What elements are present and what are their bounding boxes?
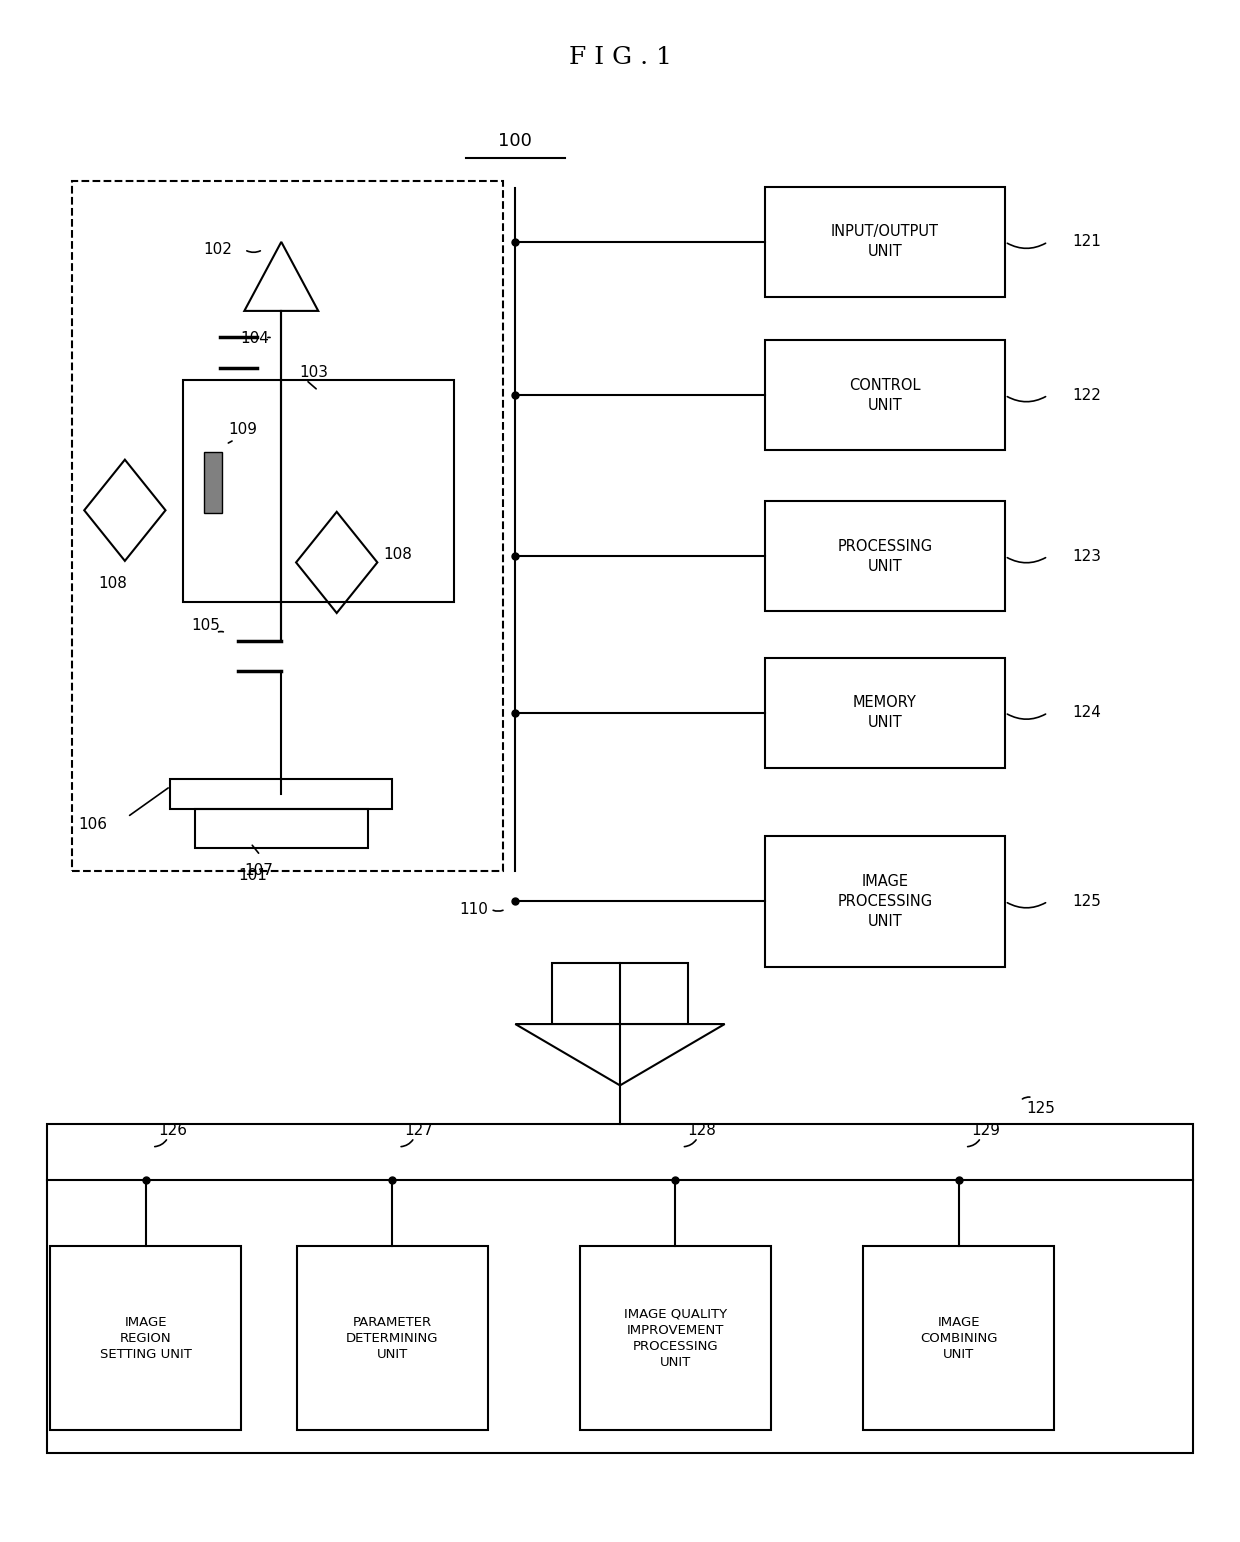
Text: PARAMETER
DETERMINING
UNIT: PARAMETER DETERMINING UNIT <box>346 1315 439 1362</box>
Text: 100: 100 <box>498 133 532 150</box>
Bar <box>72 180 503 871</box>
Bar <box>296 1246 487 1431</box>
Text: 107: 107 <box>244 864 273 877</box>
Text: PROCESSING
UNIT: PROCESSING UNIT <box>837 538 932 574</box>
Text: 125: 125 <box>1073 894 1101 908</box>
Text: 123: 123 <box>1073 549 1101 564</box>
Bar <box>182 379 454 603</box>
Text: INPUT/OUTPUT
UNIT: INPUT/OUTPUT UNIT <box>831 225 939 259</box>
Text: 125: 125 <box>1027 1101 1055 1116</box>
Text: 129: 129 <box>971 1123 999 1138</box>
Text: MEMORY
UNIT: MEMORY UNIT <box>853 695 916 729</box>
Text: IMAGE QUALITY
IMPROVEMENT
PROCESSING
UNIT: IMAGE QUALITY IMPROVEMENT PROCESSING UNI… <box>624 1308 727 1369</box>
Bar <box>47 1124 1193 1454</box>
Text: 103: 103 <box>300 365 329 379</box>
Text: 126: 126 <box>159 1123 187 1138</box>
Bar <box>765 836 1004 967</box>
Text: 110: 110 <box>459 902 489 916</box>
Polygon shape <box>516 1024 724 1086</box>
Text: 127: 127 <box>404 1123 433 1138</box>
Bar <box>765 501 1004 612</box>
Text: 128: 128 <box>688 1123 717 1138</box>
Text: IMAGE
REGION
SETTING UNIT: IMAGE REGION SETTING UNIT <box>100 1315 192 1362</box>
Text: CONTROL
UNIT: CONTROL UNIT <box>849 378 920 413</box>
Text: 105: 105 <box>191 618 219 632</box>
Text: 104: 104 <box>241 332 269 345</box>
Bar <box>580 1246 771 1431</box>
Bar <box>203 452 222 513</box>
Text: IMAGE
COMBINING
UNIT: IMAGE COMBINING UNIT <box>920 1315 997 1362</box>
Bar <box>552 962 688 1024</box>
Bar <box>170 779 392 810</box>
Text: 108: 108 <box>383 547 413 563</box>
Bar <box>863 1246 1054 1431</box>
Text: 109: 109 <box>228 421 258 436</box>
Text: 121: 121 <box>1073 234 1101 250</box>
Text: IMAGE
PROCESSING
UNIT: IMAGE PROCESSING UNIT <box>837 874 932 928</box>
Bar <box>765 341 1004 450</box>
Text: 106: 106 <box>78 817 107 833</box>
Text: 122: 122 <box>1073 387 1101 402</box>
Bar <box>195 810 367 848</box>
Bar <box>765 187 1004 298</box>
Text: 124: 124 <box>1073 705 1101 720</box>
Text: 102: 102 <box>203 242 232 258</box>
Bar <box>51 1246 242 1431</box>
Text: F I G . 1: F I G . 1 <box>569 46 671 69</box>
Text: 101: 101 <box>238 868 267 882</box>
Bar <box>765 657 1004 768</box>
Text: 108: 108 <box>98 577 126 591</box>
